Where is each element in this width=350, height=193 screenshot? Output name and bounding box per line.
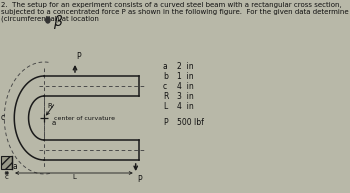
Text: P: P xyxy=(163,118,167,127)
Text: (circumferential) at location: (circumferential) at location xyxy=(1,16,99,23)
Text: center of curvature: center of curvature xyxy=(54,115,115,120)
Text: $\beta$: $\beta$ xyxy=(53,13,63,31)
Text: a: a xyxy=(51,120,56,126)
Text: c: c xyxy=(163,82,167,91)
Text: L: L xyxy=(163,102,167,111)
Text: R: R xyxy=(47,103,52,109)
Text: 4  in: 4 in xyxy=(177,82,194,91)
Text: 500 lbf: 500 lbf xyxy=(177,118,204,127)
Text: b: b xyxy=(1,162,6,171)
Text: subjected to a concentrated force P as shown in the following figure.  For the g: subjected to a concentrated force P as s… xyxy=(1,9,350,15)
Text: 3  in: 3 in xyxy=(177,92,194,101)
Circle shape xyxy=(46,17,50,23)
Text: 2  in: 2 in xyxy=(177,62,194,71)
Text: 1  in: 1 in xyxy=(177,72,194,81)
Text: 2.  The setup for an experiment consists of a curved steel beam with a rectangul: 2. The setup for an experiment consists … xyxy=(1,2,342,8)
Text: c: c xyxy=(1,113,5,123)
Text: P: P xyxy=(76,52,81,61)
Text: b: b xyxy=(163,72,168,81)
Text: R: R xyxy=(163,92,168,101)
Text: P: P xyxy=(137,175,142,184)
Bar xyxy=(1,156,12,169)
Text: L: L xyxy=(72,174,76,180)
Text: 4  in: 4 in xyxy=(177,102,194,111)
Text: a: a xyxy=(13,162,18,171)
Text: c: c xyxy=(5,174,9,180)
Text: a: a xyxy=(163,62,168,71)
